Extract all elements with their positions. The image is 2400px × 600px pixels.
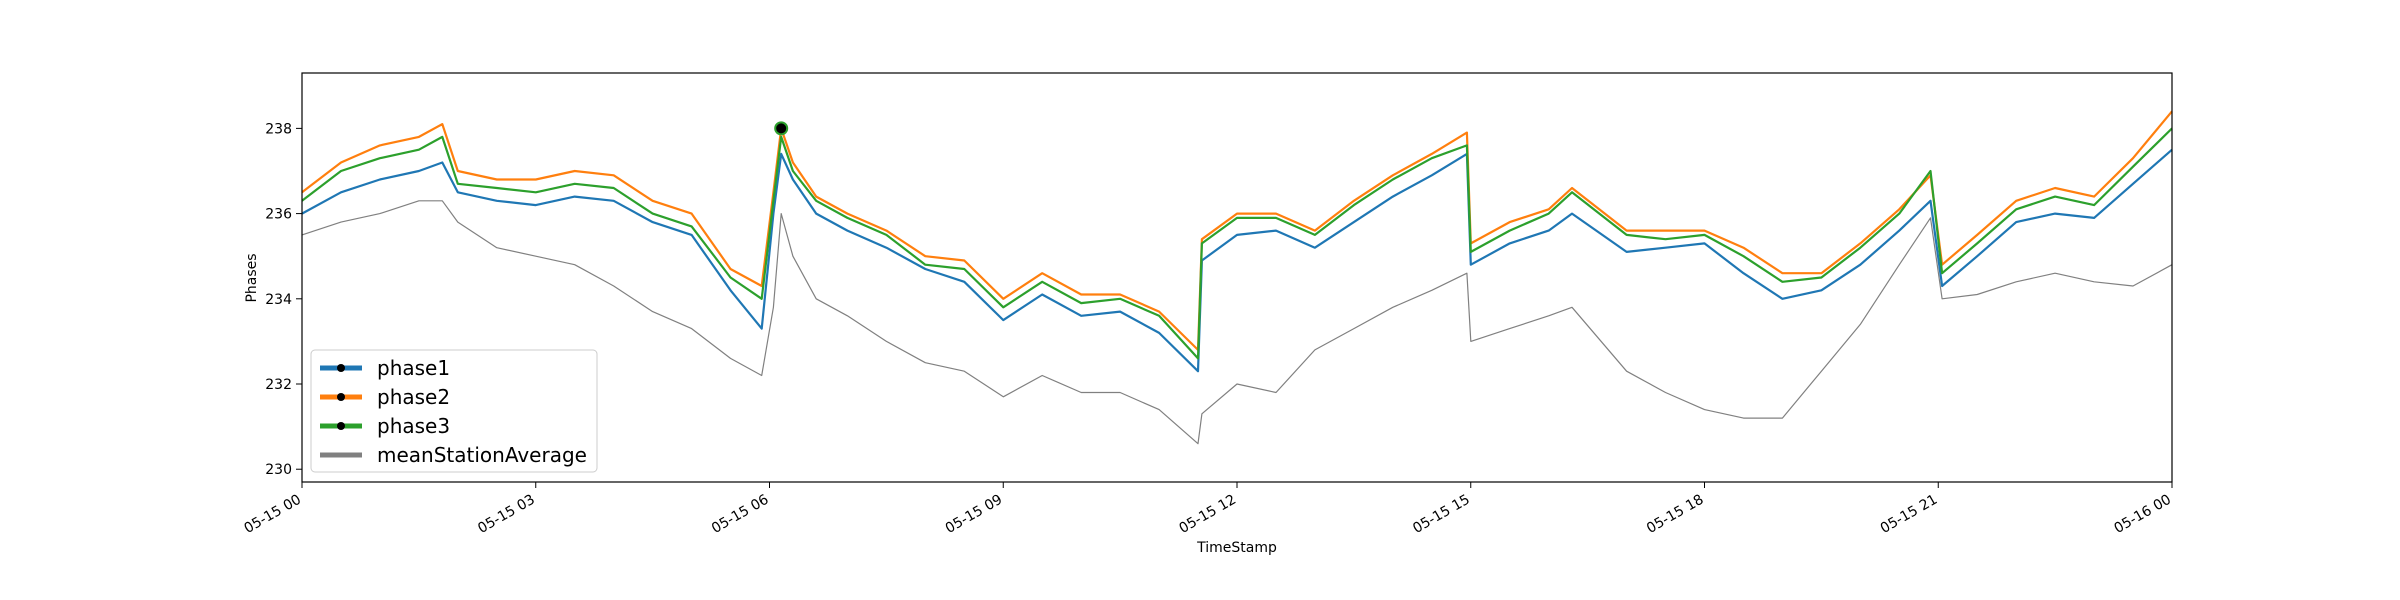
x-tick-label: 05-15 03 [475, 492, 538, 537]
legend-box [310, 349, 598, 473]
highlight-point-marker [774, 121, 789, 136]
y-tick-label: 230 [265, 462, 292, 478]
x-tick-label: 05-15 12 [1176, 492, 1239, 537]
x-axis-label: TimeStamp [1196, 540, 1277, 556]
series-line-meanstationaverage [301, 200, 2173, 445]
x-tick-label: 05-15 18 [1644, 492, 1707, 537]
legend-label-phase3: phase3 [377, 414, 450, 438]
plot-area [302, 73, 2172, 482]
x-tick-label: 05-15 00 [241, 492, 304, 537]
legend-label-phase1: phase1 [377, 356, 450, 380]
y-axis-label: Phases [244, 253, 260, 302]
x-axis: 05-15 00 05-15 03 05-15 06 05-15 09 05-15 12… [241, 482, 2174, 537]
legend: phase1 phase2 phase3 meanStationAverage [310, 349, 598, 473]
legend-label-meanstationaverage: meanStationAverage [377, 443, 587, 467]
legend-label-phase2: phase2 [377, 385, 450, 409]
legend-marker-phase2 [337, 393, 345, 401]
y-tick-label: 238 [265, 121, 292, 137]
legend-marker-phase3 [337, 422, 345, 430]
marker-layer [774, 121, 789, 136]
y-tick-label: 234 [265, 292, 292, 308]
legend-marker-phase1 [337, 364, 345, 372]
x-tick-label: 05-15 09 [943, 492, 1006, 537]
x-tick-label: 05-15 21 [1878, 492, 1941, 537]
x-tick-label: 05-15 15 [1410, 492, 1473, 537]
y-tick-label: 232 [265, 377, 292, 393]
y-tick-label: 236 [265, 207, 292, 223]
y-axis: 230 232 234 236 238 [265, 121, 302, 478]
series-layer [301, 110, 2173, 445]
series-line-phase3 [301, 127, 2173, 360]
x-tick-label: 05-16 00 [2111, 492, 2174, 537]
x-tick-label: 05-15 06 [709, 492, 772, 537]
